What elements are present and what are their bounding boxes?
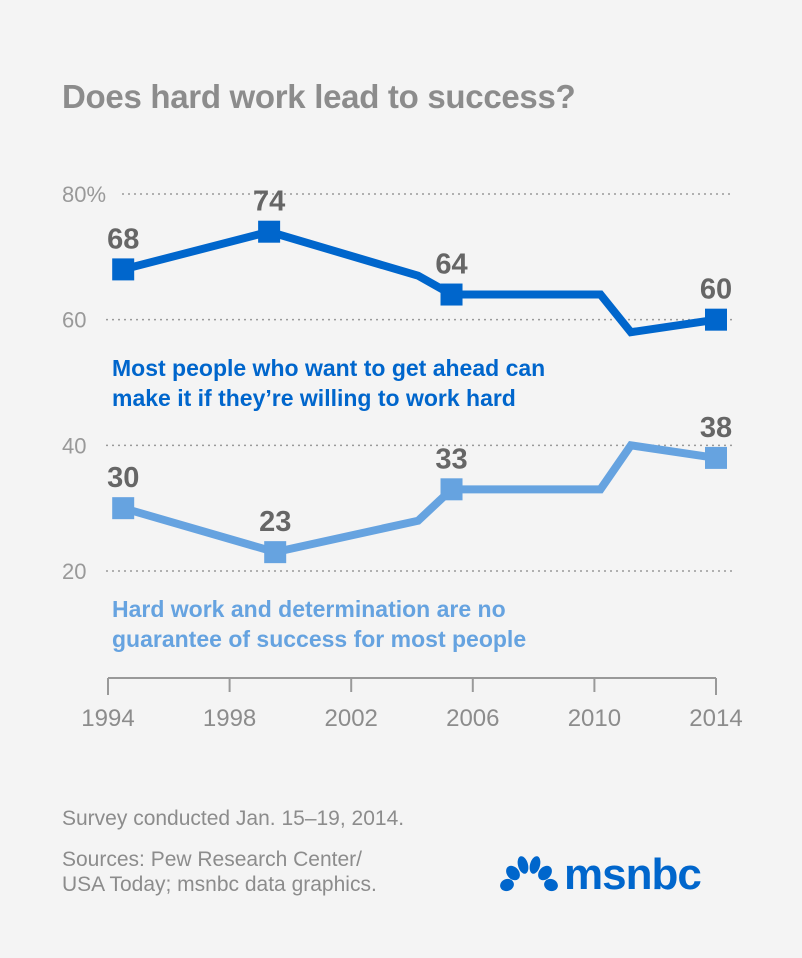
series-2-marker — [440, 478, 463, 501]
msnbc-logo: msnbc — [500, 850, 702, 899]
sources-line1: Sources: Pew Research Center/ — [62, 848, 362, 871]
data-label: 33 — [435, 443, 467, 475]
series-2-line — [122, 441, 717, 557]
chart-title: Does hard work lead to success? — [62, 78, 576, 115]
x-tick-label: 2002 — [325, 705, 378, 732]
series-2-label: Hard work and determination are no guara… — [112, 594, 526, 654]
series-1-marker — [258, 220, 281, 243]
series-1-marker — [440, 283, 463, 306]
y-tick-label: 60 — [62, 308, 86, 333]
y-tick-label: 80% — [62, 182, 106, 207]
sources-note: Sources: Pew Research Center/ USA Today;… — [62, 847, 377, 897]
series-1-label: Most people who want to get ahead can ma… — [112, 353, 545, 413]
x-tick-label: 2006 — [446, 705, 499, 732]
series-2-marker — [112, 497, 135, 520]
survey-note: Survey conducted Jan. 15–19, 2014. — [62, 807, 405, 830]
series-1-line — [122, 227, 717, 337]
data-label: 74 — [253, 186, 285, 218]
series-2-label-line2: guarantee of success for most people — [112, 626, 527, 652]
series-1-label-line1: Most people who want to get ahead can — [112, 355, 546, 381]
series-2-marker — [705, 446, 727, 469]
data-label: 64 — [435, 249, 467, 281]
data-label: 30 — [107, 462, 139, 494]
logo-text: msnbc — [564, 850, 702, 899]
series-2-marker — [264, 541, 287, 564]
sources-line2: USA Today; msnbc data graphics. — [62, 873, 377, 896]
y-tick-label: 20 — [62, 559, 86, 584]
x-tick-label: 2014 — [689, 705, 742, 732]
peacock-icon — [500, 856, 558, 893]
series-1-marker — [705, 308, 727, 331]
x-tick-label: 1994 — [81, 705, 134, 732]
data-label: 23 — [259, 506, 291, 538]
data-label: 60 — [700, 274, 732, 306]
series-2-label-line1: Hard work and determination are no — [112, 596, 506, 622]
y-tick-label: 40 — [62, 433, 86, 458]
series-1-marker — [112, 258, 135, 281]
data-label: 38 — [700, 412, 732, 444]
data-label: 68 — [107, 223, 139, 255]
x-tick-label: 2010 — [568, 705, 621, 732]
series-1-label-line2: make it if they’re willing to work hard — [112, 385, 516, 411]
x-tick-label: 1998 — [203, 705, 256, 732]
